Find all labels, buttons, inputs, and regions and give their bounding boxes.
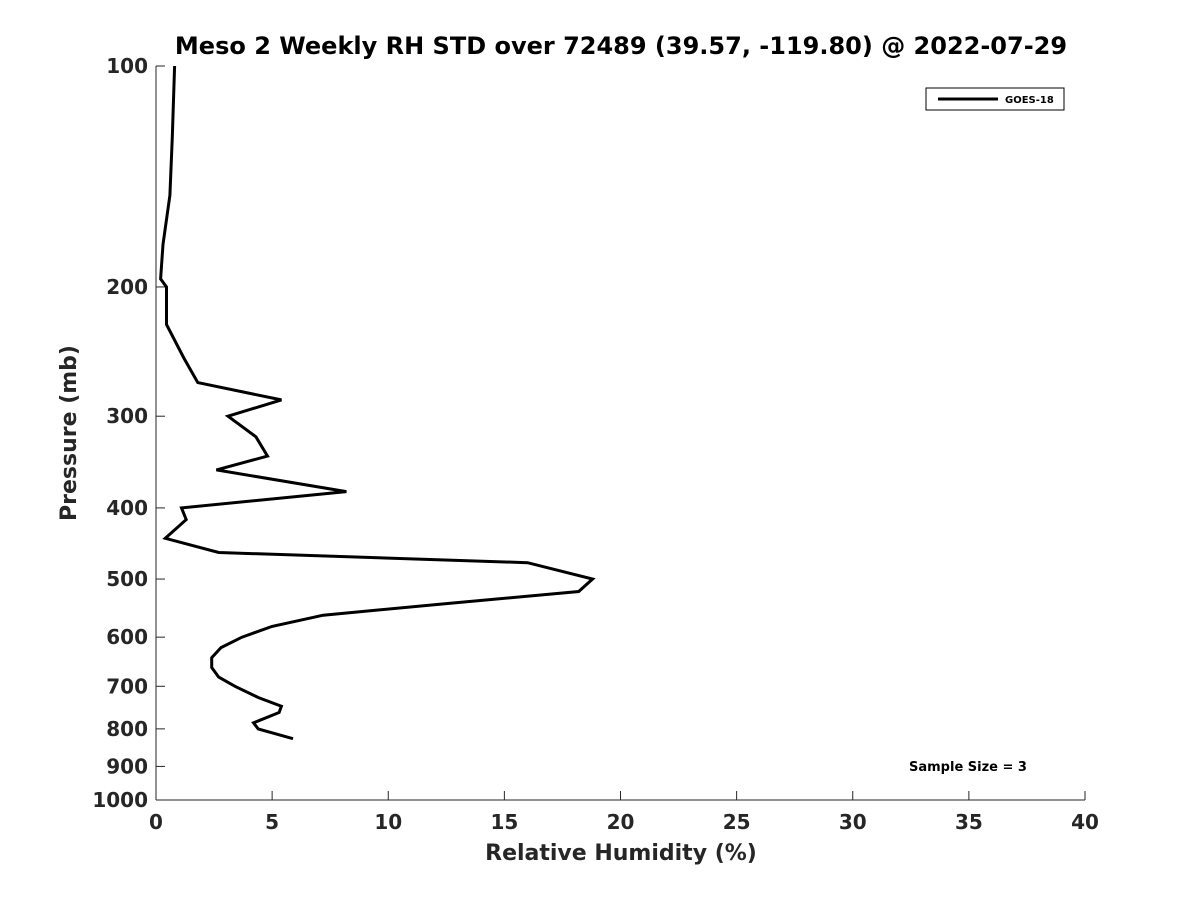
x-tick-label: 25 [723,810,751,834]
x-tick-label: 10 [374,810,402,834]
y-tick-label: 500 [106,567,148,591]
x-tick-label: 30 [839,810,867,834]
y-tick-label: 800 [106,717,148,741]
x-axis: 0 5 10 15 20 25 30 35 40 [149,791,1099,834]
y-tick-label: 700 [106,674,148,698]
y-tick-label: 400 [106,496,148,520]
x-tick-label: 35 [955,810,983,834]
legend: GOES-18 [925,87,1065,111]
x-tick-label: 15 [490,810,518,834]
y-axis: 100 200 300 400 500 600 700 800 900 1000 [92,54,165,812]
y-tick-label: 200 [106,275,148,299]
legend-label: GOES-18 [1005,95,1054,106]
y-axis-label: Pressure (mb) [57,345,82,521]
x-tick-label: 0 [149,810,163,834]
y-tick-label: 300 [106,404,148,428]
y-tick-label: 1000 [92,788,148,812]
chart-title: Meso 2 Weekly RH STD over 72489 (39.57, … [175,32,1067,60]
x-axis-label: Relative Humidity (%) [485,841,757,866]
x-tick-label: 5 [265,810,279,834]
series-layer [159,65,596,741]
series-line-goes-18 [159,65,596,741]
x-tick-label: 40 [1071,810,1099,834]
plot-area [155,66,1085,801]
sample-size-annotation: Sample Size = 3 [909,760,1027,775]
x-tick-label: 20 [607,810,635,834]
y-tick-label: 100 [106,54,148,78]
y-tick-label: 600 [106,625,148,649]
y-tick-label: 900 [106,754,148,778]
